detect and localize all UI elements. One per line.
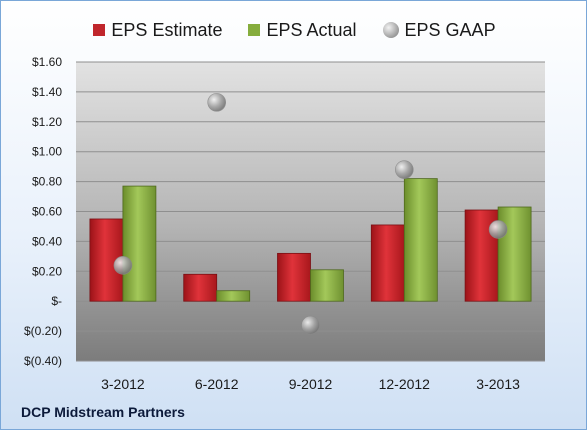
y-tick-label: $1.00: [32, 145, 62, 159]
y-tick-label: $(0.20): [24, 324, 62, 338]
eps-actual-bar: [310, 269, 344, 302]
legend-label-actual: EPS Actual: [266, 19, 357, 40]
x-tick-label: 12-2012: [379, 376, 431, 392]
legend-item-actual: EPS Actual: [248, 19, 357, 41]
y-tick-label: $0.20: [32, 264, 62, 278]
eps-gaap-point: [301, 315, 320, 335]
y-tick-label: $0.80: [32, 175, 62, 189]
x-tick-label: 6-2012: [195, 376, 239, 392]
eps-estimate-bar: [183, 273, 218, 302]
eps-actual-bar: [497, 206, 532, 302]
x-tick-label: 3-2013: [476, 376, 520, 392]
eps-gaap-point: [394, 160, 414, 179]
legend-label-gaap: EPS GAAP: [404, 19, 496, 40]
legend-label-estimate: EPS Estimate: [111, 19, 223, 40]
legend-item-gaap: EPS GAAP: [382, 19, 496, 41]
legend-item-estimate: EPS Estimate: [93, 20, 222, 41]
eps-gaap-point: [113, 256, 133, 275]
estimate-swatch: [93, 24, 106, 36]
eps-gaap-point: [488, 220, 508, 239]
eps-actual-bar: [122, 185, 157, 302]
actual-swatch: [248, 24, 261, 36]
eps-estimate-bar: [370, 224, 405, 302]
eps-actual-bar: [403, 178, 438, 302]
y-tick-label: $0.60: [32, 205, 62, 219]
y-tick-label: $(0.40): [24, 354, 62, 368]
eps-gaap-point: [207, 93, 226, 112]
y-tick-label: $0.40: [32, 234, 62, 248]
legend: EPS Estimate EPS Actual EPS GAAP: [1, 15, 586, 45]
eps-estimate-bar: [277, 252, 311, 302]
company-name: DCP Midstream Partners: [21, 404, 185, 420]
y-tick-label: $-: [51, 294, 62, 308]
gaap-swatch: [382, 22, 399, 38]
y-tick-label: $1.60: [32, 55, 62, 69]
y-tick-label: $1.40: [32, 85, 62, 99]
y-tick-label: $1.20: [32, 115, 62, 129]
x-tick-label: 9-2012: [289, 376, 333, 392]
x-tick-label: 3-2012: [101, 376, 145, 392]
eps-actual-bar: [216, 290, 251, 302]
